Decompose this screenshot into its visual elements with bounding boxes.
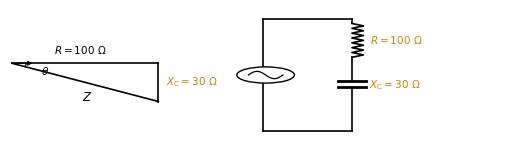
Text: $X_\mathrm{C} = 30\ \Omega$: $X_\mathrm{C} = 30\ \Omega$ [166,75,218,89]
Text: $R = 100\ \Omega$: $R = 100\ \Omega$ [54,44,106,56]
Text: $R = 100\ \Omega$: $R = 100\ \Omega$ [370,34,422,46]
Text: $X_\mathrm{C} = 30\ \Omega$: $X_\mathrm{C} = 30\ \Omega$ [369,78,421,92]
Text: $Z$: $Z$ [83,91,93,104]
Text: $\theta$: $\theta$ [41,65,49,77]
